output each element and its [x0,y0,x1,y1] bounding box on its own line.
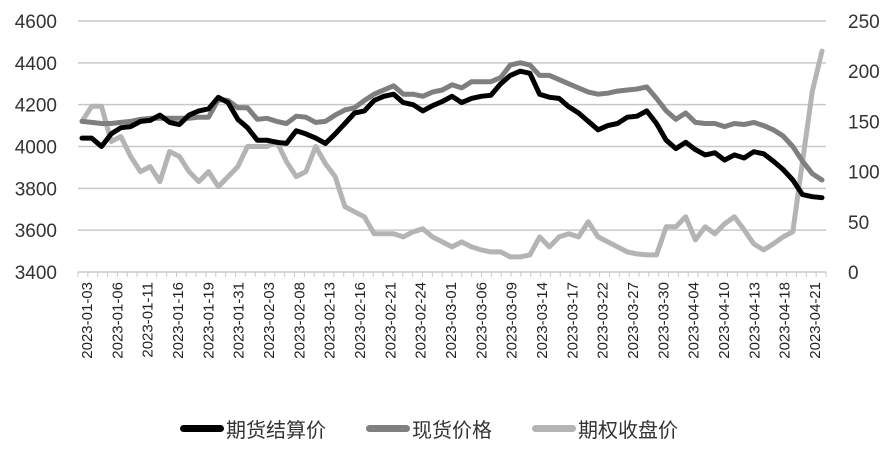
y2-tick-label: 100 [848,163,880,184]
y2-tick-label: 0 [848,263,859,284]
x-tick-label: 2023-02-24 [413,282,430,359]
legend-swatch-lightgray [532,425,576,432]
x-tick-label: 2023-02-13 [322,282,339,359]
y2-tick-label: 200 [848,62,880,83]
legend-swatch-darkgray [366,425,410,432]
series-line-0 [79,68,825,201]
y-tick-label: 3400 [15,263,57,284]
y-axis-left: 3400 3600 3800 4000 4200 4400 4600 [15,12,57,284]
legend-swatch-black [180,425,224,432]
legend-label: 期货结算价 [226,418,326,442]
legend-item-option-close: 期权收盘价 [532,414,678,443]
x-tick-label: 2023-01-19 [200,282,217,359]
x-tick-label: 2023-01-06 [109,282,126,359]
y-axis-right: 0 50 100 150 200 250 [848,12,880,284]
x-tick-label: 2023-01-11 [140,282,157,358]
series-line-2 [79,48,825,260]
x-tick-label: 2023-04-13 [746,282,763,359]
legend: 期货结算价 现货价格 期权收盘价 [180,414,678,443]
x-tick-label: 2023-01-16 [170,282,187,359]
legend-item-futures-settlement: 期货结算价 [180,414,326,443]
x-tick-label: 2023-02-03 [261,282,278,359]
legend-item-spot-price: 现货价格 [366,414,492,443]
x-tick-label: 2023-04-10 [716,282,733,359]
y2-tick-label: 50 [848,213,869,234]
x-tick-label: 2023-04-21 [807,282,824,359]
x-tick-label: 2023-03-14 [534,282,551,359]
series-lines [79,48,825,260]
x-tick-label: 2023-02-16 [352,282,369,359]
x-tick-label: 2023-03-22 [595,282,612,359]
y-tick-label: 4400 [15,54,57,75]
y2-tick-label: 250 [848,12,880,33]
x-tick-label: 2023-02-21 [382,282,399,359]
x-tick-label: 2023-01-03 [79,282,96,359]
legend-label: 现货价格 [412,418,492,442]
x-tick-label: 2023-03-01 [443,282,460,359]
y-tick-label: 4600 [15,12,57,33]
y-tick-label: 4200 [15,96,57,117]
x-tick-label: 2023-03-09 [504,282,521,359]
x-tick-label: 2023-04-18 [777,282,794,359]
y2-tick-label: 150 [848,112,880,133]
x-tick-label: 2023-03-06 [473,282,490,359]
x-tick-label: 2023-02-08 [291,282,308,359]
y-tick-label: 3800 [15,179,57,200]
x-tick-label: 2023-03-30 [655,282,672,359]
y-tick-label: 4000 [15,138,57,159]
x-axis: 2023-01-03 2023-01-06 2023-01-11 2023-01-16… [77,271,827,359]
y-tick-label: 3600 [15,221,57,242]
line-chart: 3400 3600 3800 4000 4200 4400 4600 0 50 100 150 20… [15,12,880,359]
x-tick-label: 2023-01-31 [231,282,248,359]
x-tick-label: 2023-03-27 [625,282,642,359]
series-line-1 [79,60,825,183]
x-tick-label: 2023-03-17 [564,282,581,359]
legend-label: 期权收盘价 [578,418,678,442]
x-tick-label: 2023-04-04 [686,282,703,359]
